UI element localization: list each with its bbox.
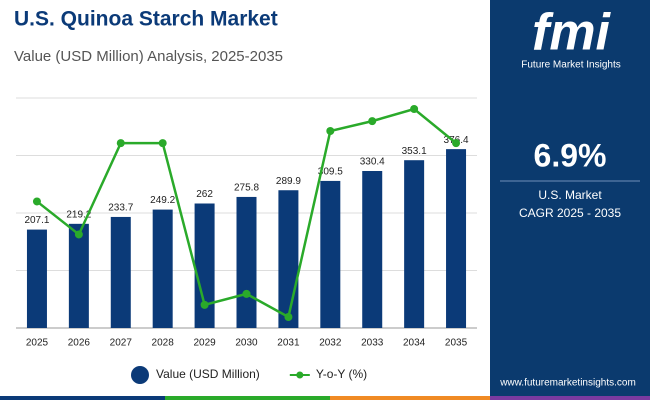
bar bbox=[68, 223, 89, 328]
data-label: 262 bbox=[196, 189, 213, 200]
x-tick-label: 2034 bbox=[403, 338, 426, 349]
bar bbox=[236, 196, 257, 328]
side-panel bbox=[490, 0, 650, 400]
data-label: 330.4 bbox=[360, 157, 385, 168]
stripe bbox=[0, 396, 165, 400]
plot: 2025 2026 2027 2028 2029 2030 2031 2032 2033 2034… bbox=[16, 97, 477, 384]
market-label: U.S. Market bbox=[538, 188, 602, 202]
yoy-marker bbox=[410, 105, 419, 114]
bar bbox=[446, 149, 467, 328]
cagr-period: CAGR 2025 - 2035 bbox=[519, 206, 621, 220]
cagr-value: 6.9% bbox=[534, 137, 607, 173]
yoy-marker bbox=[326, 127, 335, 136]
logo-tagline: Future Market Insights bbox=[521, 60, 620, 71]
data-label: 353.1 bbox=[402, 146, 427, 157]
chart-title: U.S. Quinoa Starch Market bbox=[14, 8, 278, 31]
yoy-marker bbox=[158, 139, 167, 148]
data-label: 309.5 bbox=[318, 167, 343, 178]
yoy-marker bbox=[452, 139, 461, 148]
yoy-marker bbox=[368, 117, 377, 126]
data-label: 207.1 bbox=[24, 215, 49, 226]
yoy-marker bbox=[284, 312, 293, 321]
bar bbox=[152, 209, 173, 328]
yoy-marker bbox=[116, 139, 125, 148]
bar bbox=[194, 203, 215, 328]
x-tick-label: 2029 bbox=[193, 338, 216, 349]
x-tick-label: 2031 bbox=[277, 338, 300, 349]
bar bbox=[110, 216, 131, 328]
yoy-marker bbox=[74, 230, 83, 239]
yoy-marker bbox=[200, 300, 209, 309]
stripe bbox=[490, 396, 650, 400]
data-label: 219.2 bbox=[66, 209, 91, 220]
logo: fmi bbox=[532, 4, 612, 62]
data-label: 289.9 bbox=[276, 176, 301, 187]
yoy-marker bbox=[32, 197, 41, 206]
bar bbox=[320, 180, 341, 328]
bar bbox=[362, 170, 383, 328]
website: www.futuremarketinsights.com bbox=[499, 378, 636, 389]
x-tick-label: 2032 bbox=[319, 338, 342, 349]
data-label: 249.2 bbox=[150, 195, 175, 206]
x-tick-label: 2035 bbox=[445, 338, 468, 349]
chart-subtitle: Value (USD Million) Analysis, 2025-2035 bbox=[14, 48, 283, 65]
x-tick-label: 2026 bbox=[68, 338, 91, 349]
stripe bbox=[165, 396, 330, 400]
bar bbox=[404, 160, 425, 328]
legend-label: Y-o-Y (%) bbox=[316, 367, 367, 381]
legend-swatch bbox=[131, 366, 149, 384]
x-tick-label: 2028 bbox=[152, 338, 175, 349]
x-tick-label: 2025 bbox=[26, 338, 49, 349]
legend-label: Value (USD Million) bbox=[156, 367, 260, 381]
yoy-marker bbox=[242, 289, 251, 298]
stripe bbox=[330, 396, 490, 400]
bar bbox=[26, 229, 47, 328]
x-tick-label: 2030 bbox=[235, 338, 258, 349]
x-tick-label: 2033 bbox=[361, 338, 384, 349]
data-label: 275.8 bbox=[234, 183, 259, 194]
bar bbox=[278, 190, 299, 328]
x-tick-label: 2027 bbox=[110, 338, 133, 349]
legend-swatch bbox=[296, 371, 304, 379]
data-label: 233.7 bbox=[108, 203, 133, 214]
